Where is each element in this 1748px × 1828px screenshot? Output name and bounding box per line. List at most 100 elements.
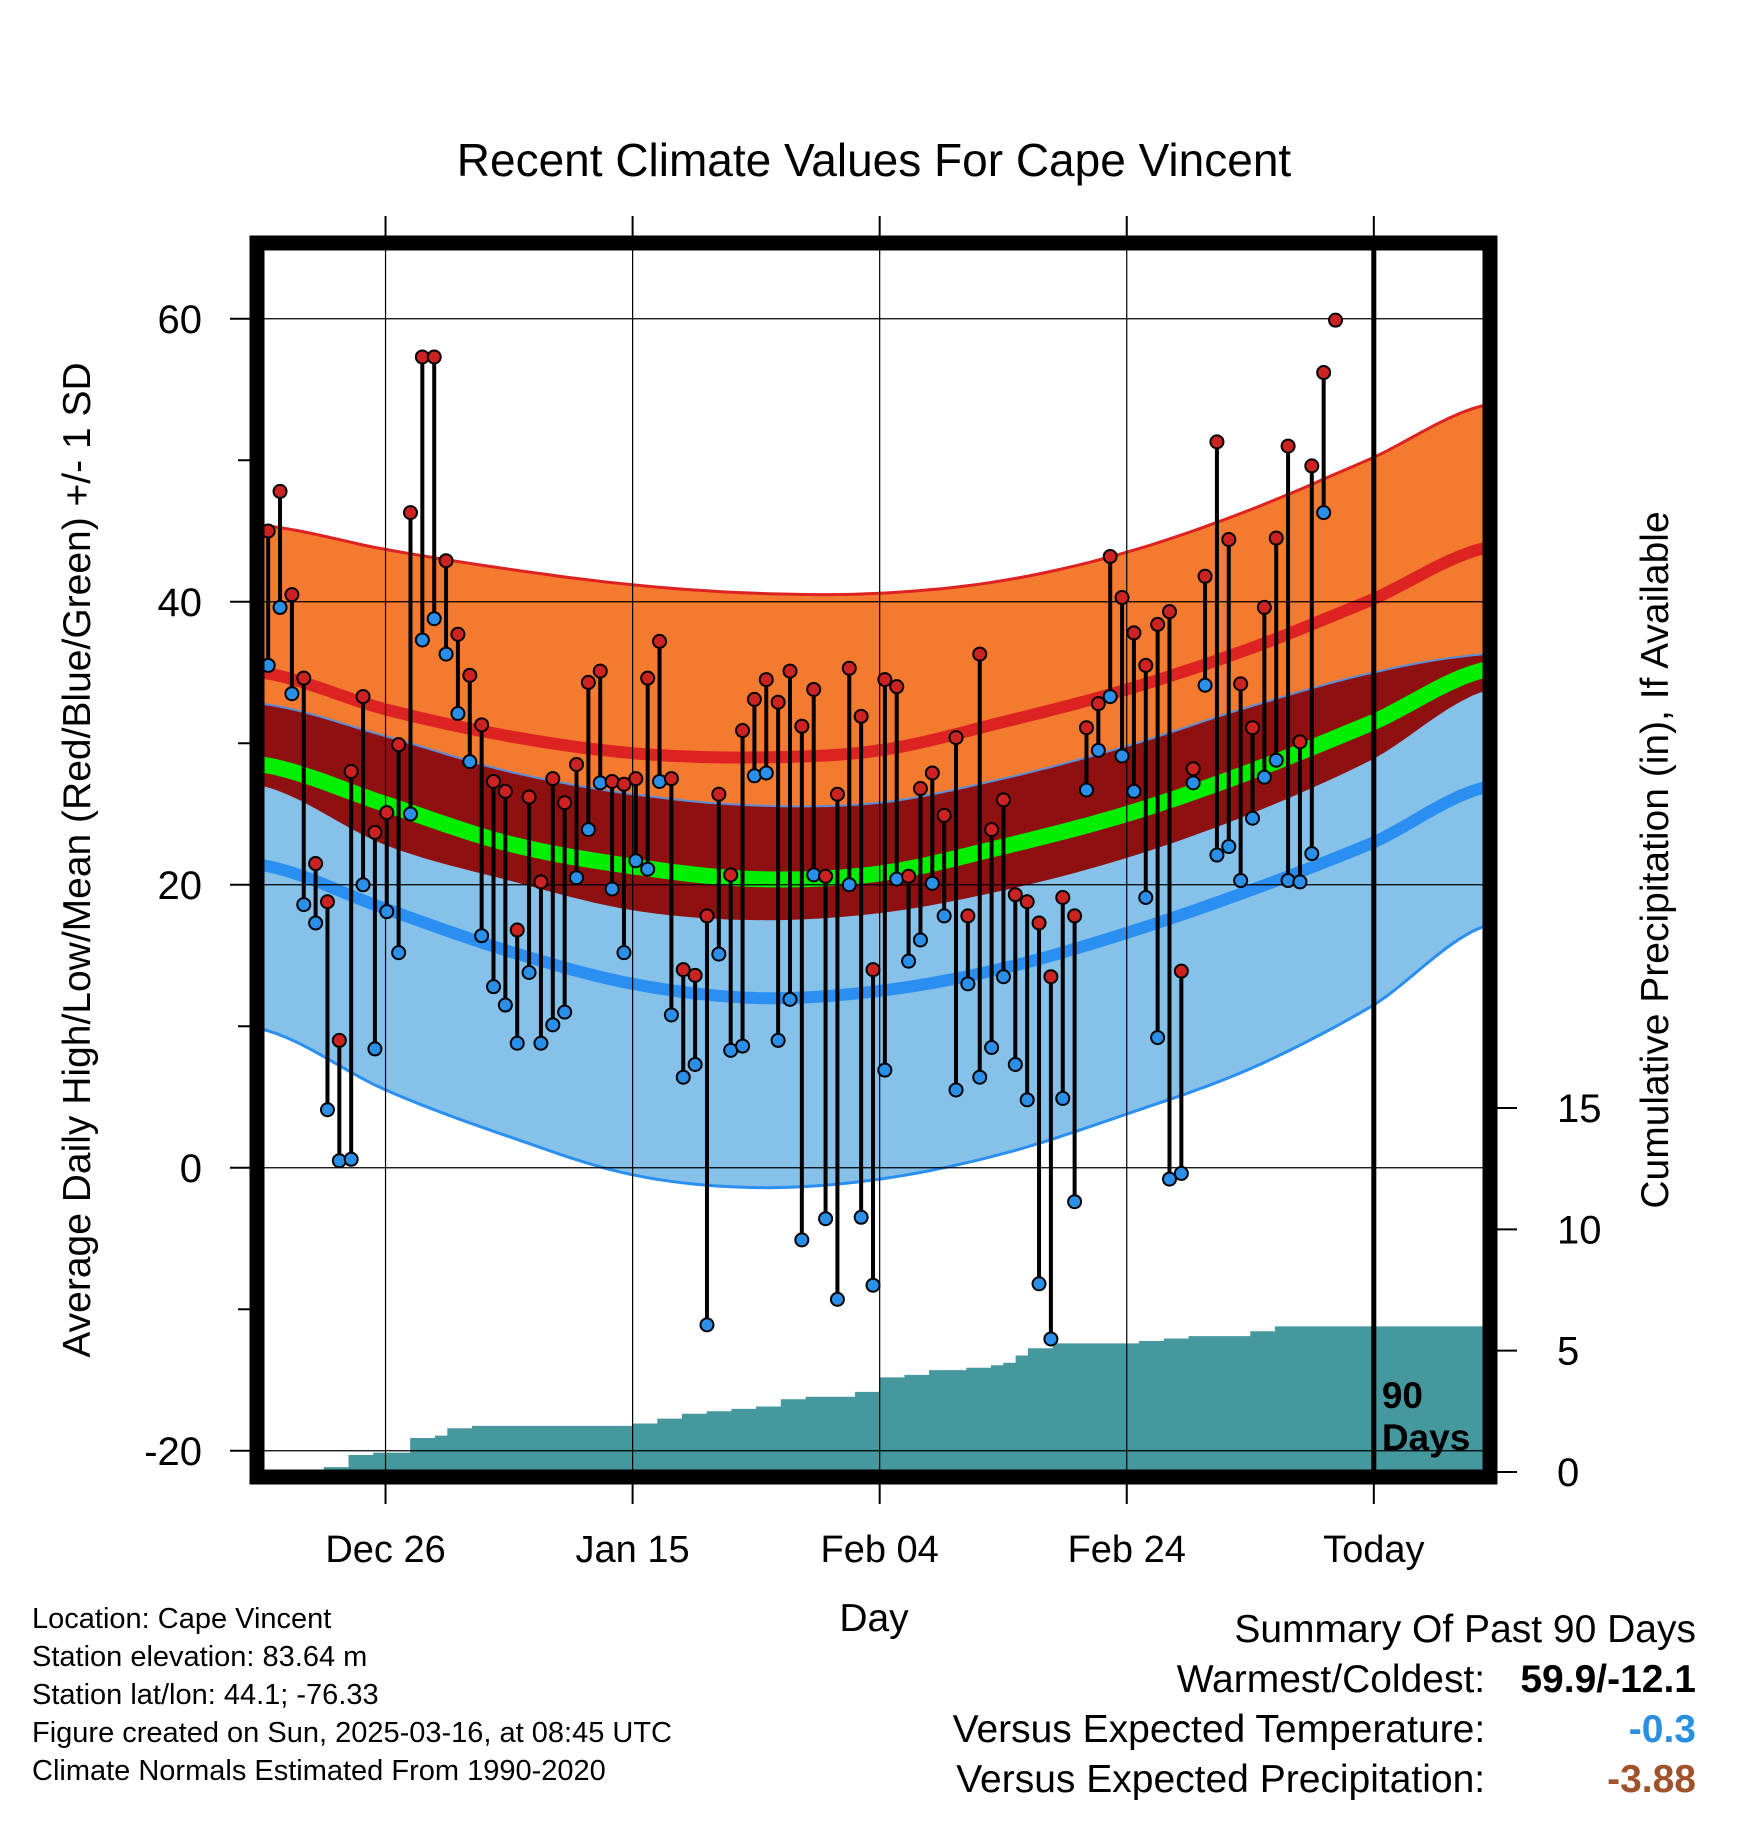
today-days-word: Days — [1382, 1417, 1470, 1458]
x-tick-label: Dec 26 — [325, 1529, 445, 1571]
daily-high-point — [1328, 312, 1344, 328]
daily-low-point — [1221, 839, 1237, 855]
daily-low-point — [272, 599, 288, 615]
daily-high-point — [474, 717, 490, 733]
daily-low-point — [770, 1032, 786, 1048]
daily-high-point — [1185, 761, 1201, 777]
daily-high-point — [462, 667, 478, 683]
daily-high-point — [735, 723, 751, 739]
daily-high-point — [1126, 625, 1142, 641]
daily-high-point — [652, 633, 668, 649]
daily-high-point — [379, 805, 395, 821]
y2-tick-label: 10 — [1557, 1208, 1602, 1252]
summary-warmest-row: Warmest/Coldest: 59.9/-12.1 — [953, 1655, 1696, 1705]
daily-high-point — [1233, 676, 1249, 692]
y-tick-label: 60 — [158, 298, 203, 342]
daily-high-point — [1256, 599, 1272, 615]
daily-high-point — [1292, 734, 1308, 750]
daily-low-point — [604, 881, 620, 897]
daily-low-point — [497, 997, 513, 1013]
created-text: Figure created on Sun, 2025-03-16, at 08… — [32, 1717, 672, 1749]
daily-high-point — [1161, 604, 1177, 620]
warmest-label: Warmest/Coldest: — [1176, 1658, 1486, 1701]
daily-high-point — [296, 670, 312, 686]
daily-high-point — [1150, 616, 1166, 632]
daily-high-point — [486, 773, 502, 789]
daily-high-point — [592, 663, 608, 679]
x-tick-label: Feb 04 — [821, 1529, 939, 1571]
daily-high-point — [616, 776, 632, 792]
daily-low-point — [877, 1062, 893, 1078]
daily-low-point — [675, 1069, 691, 1085]
daily-high-point — [367, 824, 383, 840]
y-tick-label: 0 — [180, 1147, 202, 1191]
daily-low-point — [1114, 748, 1130, 764]
daily-low-point — [782, 991, 798, 1007]
high-upper-line — [262, 403, 1485, 597]
daily-high-point — [628, 771, 644, 787]
daily-high-point — [948, 730, 964, 746]
daily-low-point — [1067, 1194, 1083, 1210]
summary-panel: Summary Of Past 90 Days Warmest/Coldest:… — [953, 1605, 1696, 1805]
daily-low-point — [865, 1277, 881, 1293]
daily-high-point — [319, 894, 335, 910]
daily-low-point — [1233, 873, 1249, 889]
daily-low-point — [355, 877, 371, 893]
today-days-number: 90 — [1382, 1375, 1423, 1416]
daily-low-point — [924, 875, 940, 891]
daily-high-point — [569, 756, 585, 772]
y2-axis-label: Cumulative Precipitation (in), If Availa… — [1634, 511, 1677, 1208]
daily-low-point — [746, 768, 762, 784]
daily-high-point — [794, 718, 810, 734]
daily-high-point — [391, 737, 407, 753]
daily-low-point — [735, 1038, 751, 1054]
summary-temp-row: Versus Expected Temperature: -0.3 — [953, 1705, 1696, 1755]
daily-high-point — [829, 786, 845, 802]
daily-high-point — [818, 868, 834, 884]
daily-low-point — [984, 1039, 1000, 1055]
daily-high-point — [758, 672, 774, 688]
daily-low-point — [758, 765, 774, 781]
daily-high-point — [1067, 908, 1083, 924]
normals-text: Climate Normals Estimated From 1990-2020 — [32, 1755, 606, 1787]
plot-frame — [249, 235, 1498, 1485]
daily-high-point — [889, 679, 905, 695]
daily-high-point — [1078, 720, 1094, 736]
daily-high-point — [262, 523, 276, 539]
daily-low-point — [1078, 782, 1094, 798]
daily-low-point — [1150, 1030, 1166, 1046]
normal-high-line — [262, 542, 1485, 764]
daily-low-point — [438, 646, 454, 662]
precip-value: -3.88 — [1607, 1758, 1696, 1801]
daily-low-point — [343, 1151, 359, 1167]
x-tick-label: Feb 24 — [1068, 1529, 1186, 1571]
daily-high-point — [806, 681, 822, 697]
daily-high-point — [1102, 548, 1118, 564]
daily-high-point — [877, 672, 893, 688]
daily-high-point — [497, 783, 513, 799]
daily-high-point — [1304, 458, 1320, 474]
daily-low-point — [569, 870, 585, 886]
daily-low-point — [580, 822, 596, 838]
x-axis-label: Day — [839, 1597, 909, 1640]
daily-high-point — [1019, 894, 1035, 910]
daily-high-point — [912, 781, 928, 797]
daily-high-point — [1280, 438, 1296, 454]
daily-high-point — [557, 795, 573, 811]
daily-high-point — [924, 765, 940, 781]
y2-tick-label: 5 — [1557, 1330, 1579, 1374]
daily-high-point — [770, 694, 786, 710]
y2-tick-label: 0 — [1557, 1451, 1579, 1495]
daily-high-point — [640, 670, 656, 686]
daily-low-point — [379, 904, 395, 920]
daily-low-point — [711, 946, 727, 962]
daily-low-point — [818, 1211, 834, 1227]
daily-low-point — [319, 1102, 335, 1118]
daily-high-point — [675, 962, 691, 978]
summary-precip-row: Versus Expected Precipitation: -3.88 — [953, 1755, 1696, 1805]
daily-low-point — [308, 915, 324, 931]
daily-high-point — [580, 674, 596, 690]
elevation-text: Station elevation: 83.64 m — [32, 1641, 368, 1673]
daily-low-point — [948, 1082, 964, 1098]
daily-high-point — [960, 908, 976, 924]
